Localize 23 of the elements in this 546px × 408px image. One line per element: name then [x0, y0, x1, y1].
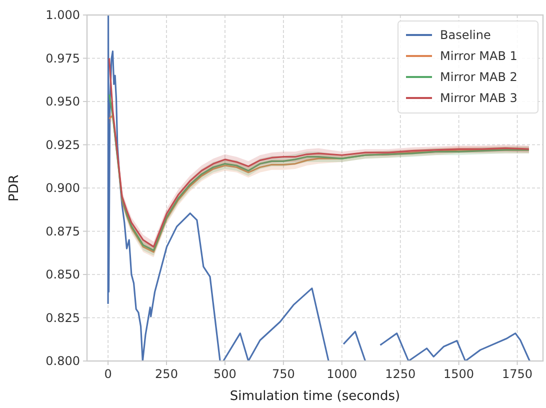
x-tick-label: 1000 [326, 367, 358, 381]
y-tick-label: 1.000 [46, 8, 80, 22]
x-tick-label: 0 [104, 367, 112, 381]
y-tick-label: 0.875 [46, 224, 80, 238]
x-tick-label: 1250 [385, 367, 416, 381]
legend-label: Baseline [440, 28, 491, 42]
y-tick-label: 0.925 [46, 138, 80, 152]
x-tick-label: 1750 [502, 367, 533, 381]
x-tick-label: 750 [272, 367, 295, 381]
x-tick-label: 1500 [444, 367, 474, 381]
y-tick-label: 0.850 [46, 268, 80, 282]
legend-label: Mirror MAB 2 [440, 70, 518, 84]
y-tick-label: 0.975 [46, 51, 80, 66]
x-tick-label: 500 [214, 367, 236, 381]
y-axis-title: PDR [7, 174, 22, 202]
y-tick-label: 0.950 [46, 94, 80, 108]
x-axis-title: Simulation time (seconds) [230, 389, 400, 404]
x-tick-label: 250 [155, 367, 178, 381]
legend-label: Mirror MAB 1 [440, 49, 518, 63]
y-tick-label: 0.825 [46, 310, 80, 325]
y-tick-label: 0.800 [46, 354, 80, 368]
y-tick-label: 0.900 [46, 181, 80, 195]
legend-label: Mirror MAB 3 [440, 91, 518, 105]
